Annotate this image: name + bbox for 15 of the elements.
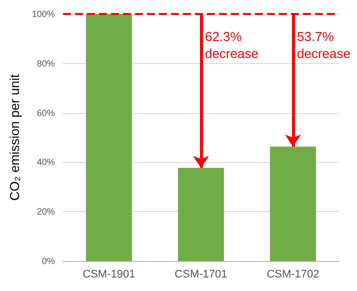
y-tick-label: 20% [36,206,55,217]
bar [86,14,132,261]
x-tick-label: CSM-1701 [174,268,228,280]
y-tick-label: 100% [32,9,55,19]
y-tick-label: 80% [36,58,55,68]
annotation: 53.7% decrease [296,29,350,61]
annotation: 62.3% decrease [204,29,258,61]
y-tick-label: 40% [36,157,55,168]
bar [270,146,316,261]
x-tick-label: CSM-1901 [82,268,136,280]
y-tick-label: 0% [42,256,55,266]
y-axis-title: CO₂ emission per unit [7,74,22,201]
y-tick-label: 60% [36,108,55,118]
x-tick-label: CSM-1702 [266,268,320,280]
bar [178,168,224,261]
